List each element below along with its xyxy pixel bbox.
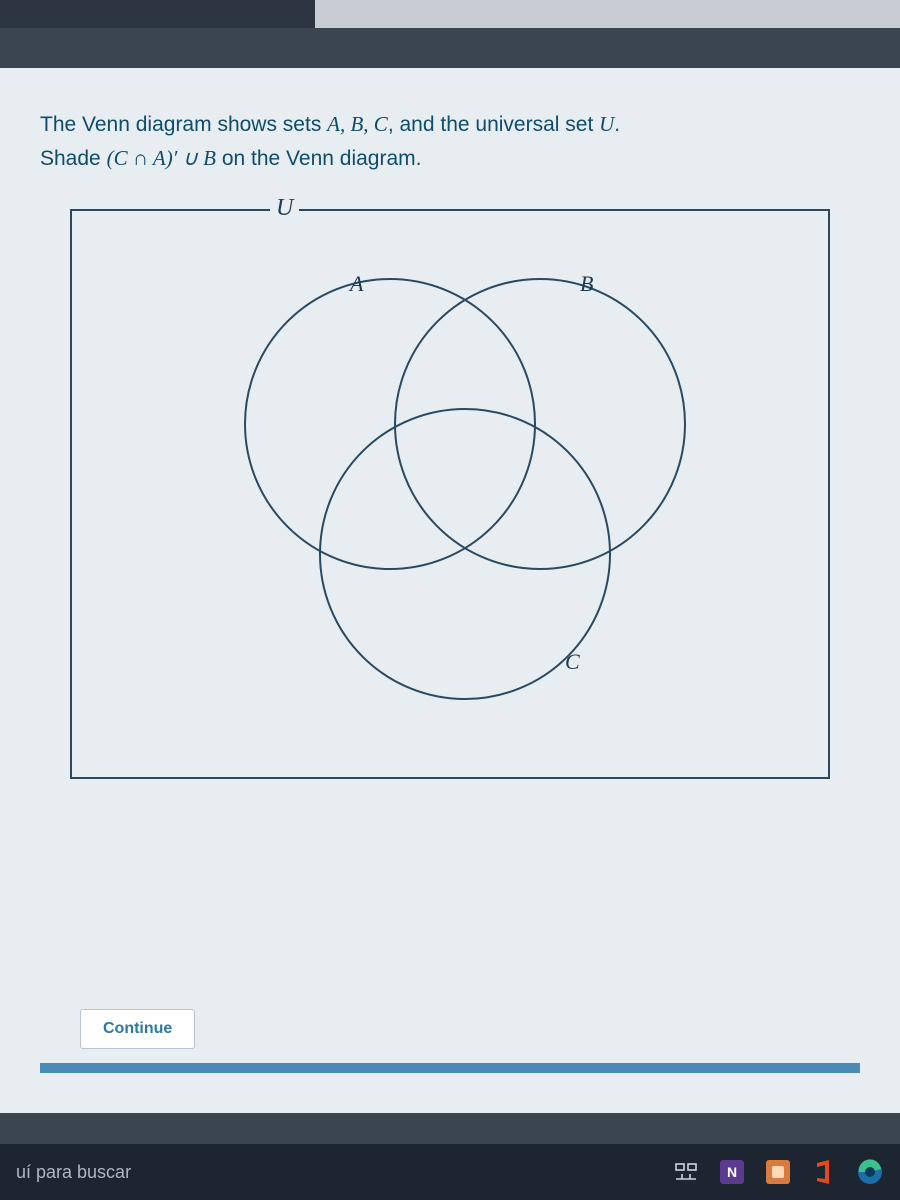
q-var-U: U [599,112,614,136]
q-line1-end: . [614,113,620,136]
q-line1-pre: The Venn diagram shows sets [40,113,327,136]
q-expression: (C ∩ A)′ ∪ B [107,146,216,170]
app-icon-orange[interactable] [764,1158,792,1186]
q-line2-pre: Shade [40,147,107,170]
task-view-icon[interactable] [672,1158,700,1186]
continue-label: Continue [103,1020,172,1037]
svg-text:N: N [727,1164,737,1180]
q-sets-ABC: A, B, C [327,112,388,136]
universe-label: U [270,195,299,222]
q-line2-end: on the Venn diagram. [216,147,421,170]
question-panel: The Venn diagram shows sets A, B, C, and… [0,68,900,1113]
label-B: B [580,271,593,297]
app-icon-purple[interactable]: N [718,1158,746,1186]
q-line1-mid: , and the universal set [388,113,599,136]
taskbar: uí para buscar N [0,1144,900,1200]
app-icon-office[interactable] [810,1158,838,1186]
window-top-bar [0,0,900,28]
circle-B[interactable] [395,279,685,569]
taskbar-search-text[interactable]: uí para buscar [16,1162,131,1183]
venn-svg[interactable] [70,209,830,779]
continue-button[interactable]: Continue [80,1009,195,1049]
venn-diagram[interactable]: U A B C [60,209,830,809]
app-icon-edge[interactable] [856,1158,884,1186]
progress-strip [40,1063,860,1073]
label-A: A [350,271,363,297]
label-C: C [565,649,580,675]
question-text: The Venn diagram shows sets A, B, C, and… [40,108,860,175]
circle-A[interactable] [245,279,535,569]
